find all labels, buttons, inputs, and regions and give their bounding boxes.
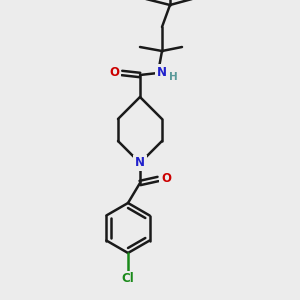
Text: O: O	[161, 172, 171, 185]
Text: Cl: Cl	[122, 272, 134, 286]
Text: N: N	[135, 157, 145, 169]
Text: O: O	[109, 67, 119, 80]
Text: N: N	[157, 65, 167, 79]
Text: H: H	[169, 72, 177, 82]
